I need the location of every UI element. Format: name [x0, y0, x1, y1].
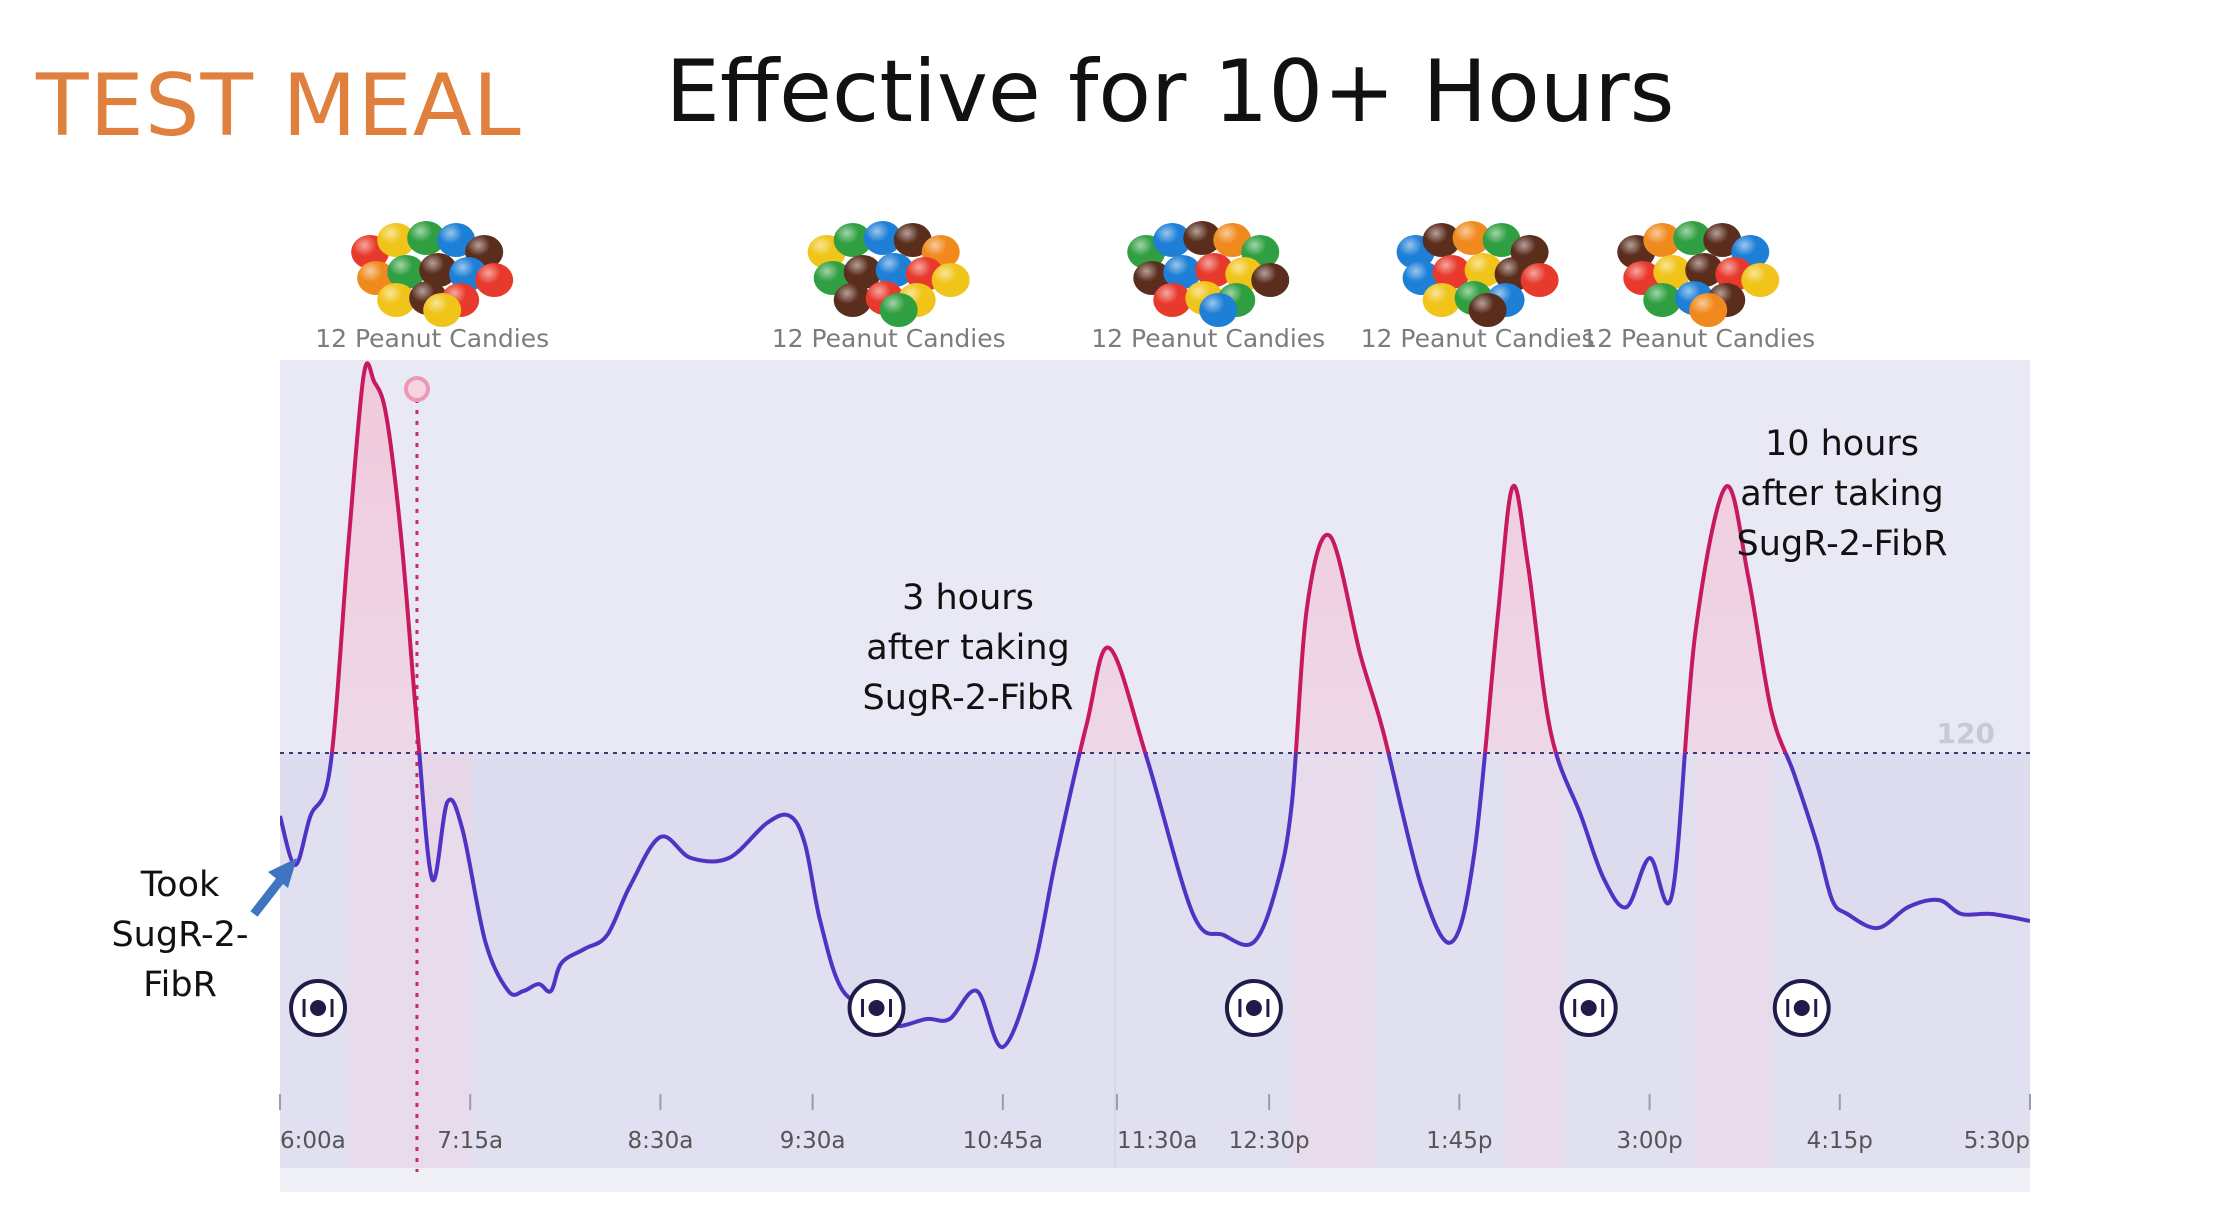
series-line-below [280, 753, 2030, 1049]
annotation-ten-hours-line-1: 10 hours [1765, 424, 1919, 464]
threshold-label: 120 [1937, 717, 1995, 750]
slide-title: Effective for 10+ Hours [665, 42, 1675, 142]
x-tick-label-10: 4:15p [1807, 1128, 1873, 1154]
spike-shade-1 [348, 753, 471, 1168]
x-tick-label-1: 6:00a [280, 1128, 346, 1154]
arrow-icon [250, 858, 297, 917]
candy-groups: 12 Peanut Candies 12 Peanut Candies 12 Pea… [315, 221, 1815, 353]
x-tick-label-8: 1:45p [1426, 1128, 1492, 1154]
candy-group-2: 12 Peanut Candies [772, 221, 1006, 353]
highlight-point [403, 376, 430, 402]
annotation-ten-hours-line-2: after taking [1740, 474, 1944, 514]
area-under-curve [280, 753, 2030, 1168]
annotation-ten-hours: 10 hours after taking SugR-2-FibR [1737, 424, 1948, 564]
candy-pile-icon-3 [1127, 221, 1290, 327]
meal-icon-4 [1559, 979, 1618, 1037]
x-tick-label-5: 10:45a [963, 1128, 1043, 1154]
x-tick-label-7: 12:30p [1229, 1128, 1310, 1154]
x-tick-label-3: 8:30a [628, 1128, 694, 1154]
x-axis-ticks: 6:00a 7:15a 8:30a 9:30a 10:45a 11:30a 12:30p 1:… [279, 1094, 2031, 1154]
spike-shade-3 [1505, 753, 1566, 1168]
annotation-took: Took SugR-2- FibR [111, 858, 297, 1005]
candy-pile-icon-4 [1396, 221, 1559, 327]
meal-icon-3 [1224, 979, 1283, 1037]
meal-icon-5 [1772, 979, 1831, 1037]
candy-group-3: 12 Peanut Candies [1091, 221, 1325, 353]
candy-group-4: 12 Peanut Candies [1361, 221, 1595, 353]
candy-label-1: 12 Peanut Candies [315, 324, 549, 353]
annotation-three-hours-line-1: 3 hours [902, 578, 1034, 618]
meal-icons [289, 979, 1831, 1037]
series-line-above [329, 361, 1788, 753]
candy-label-2: 12 Peanut Candies [772, 324, 1006, 353]
x-axis-band [280, 1168, 2030, 1192]
annotation-took-line-1: Took [140, 865, 220, 905]
meal-icon-1 [289, 979, 348, 1037]
annotation-took-line-2: SugR-2- [111, 915, 248, 955]
candy-label-3: 12 Peanut Candies [1091, 324, 1325, 353]
candy-group-5: 12 Peanut Candies [1581, 221, 1815, 353]
candy-pile-icon-2 [807, 221, 970, 327]
annotation-three-hours-line-3: SugR-2-FibR [863, 678, 1074, 718]
annotation-took-line-3: FibR [143, 965, 217, 1005]
x-tick-label-2: 7:15a [437, 1128, 503, 1154]
x-tick-label-4: 9:30a [780, 1128, 846, 1154]
glucose-series [280, 361, 2030, 1049]
test-meal-label: TEST MEAL [36, 56, 522, 156]
annotation-three-hours: 3 hours after taking SugR-2-FibR [863, 578, 1074, 718]
x-tick-label-9: 3:00p [1616, 1128, 1682, 1154]
curve-fills [280, 363, 2030, 1168]
spike-shade-2 [1291, 753, 1376, 1168]
candy-group-1: 12 Peanut Candies [315, 221, 549, 353]
spike-shade-4 [1695, 753, 1772, 1168]
annotation-ten-hours-line-3: SugR-2-FibR [1737, 524, 1948, 564]
candy-pile-icon-5 [1617, 221, 1780, 327]
candy-pile-icon-1 [351, 221, 514, 327]
candy-label-4: 12 Peanut Candies [1361, 324, 1595, 353]
plot-target-zone [280, 753, 2030, 1168]
meal-icon-2 [847, 979, 906, 1037]
x-tick-label-6: 11:30a [1117, 1128, 1197, 1154]
candy-label-5: 12 Peanut Candies [1581, 324, 1815, 353]
x-tick-label-11: 5:30p [1964, 1128, 2030, 1154]
annotation-three-hours-line-2: after taking [866, 628, 1070, 668]
